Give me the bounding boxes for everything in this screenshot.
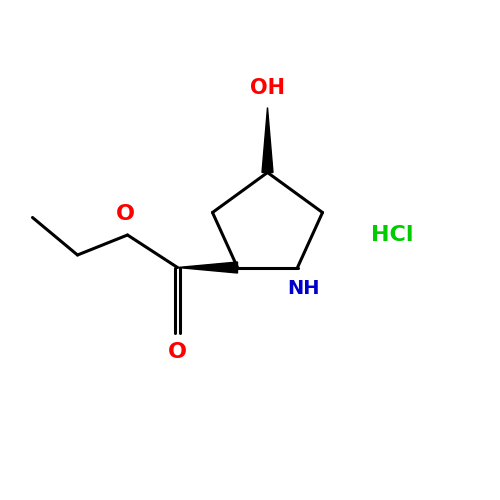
Text: HCl: HCl: [371, 225, 414, 245]
Text: OH: OH: [250, 78, 285, 98]
Text: O: O: [116, 204, 134, 224]
Text: NH: NH: [287, 279, 320, 298]
Polygon shape: [262, 108, 273, 172]
Polygon shape: [178, 262, 238, 273]
Text: O: O: [168, 342, 187, 361]
